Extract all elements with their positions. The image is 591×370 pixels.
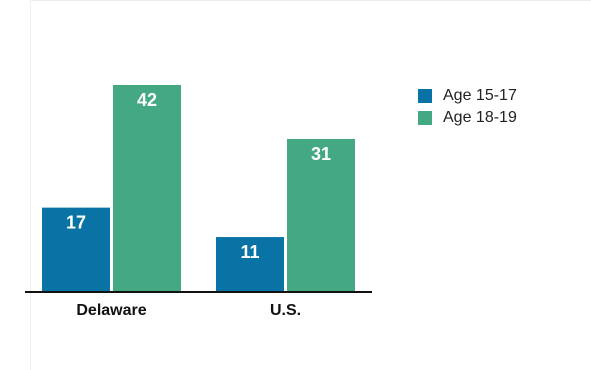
data-label-delaware-age-18-19: 42 <box>137 90 157 110</box>
labels-layer: 17 42 Delaware 11 31 U.S. <box>66 90 331 319</box>
data-label-u-s-age-18-19: 31 <box>311 144 331 164</box>
legend-label-age-15-17: Age 15-17 <box>443 87 517 104</box>
data-label-delaware-age-15-17: 17 <box>66 213 86 233</box>
legend: Age 15-17 Age 18-19 <box>418 86 517 130</box>
bars-layer <box>42 85 355 291</box>
data-label-u-s-age-15-17: 11 <box>240 242 259 262</box>
bar-delaware-age-18-19 <box>113 85 181 291</box>
bar-u-s-age-18-19 <box>287 138 355 291</box>
bar-delaware-age-15-17 <box>42 207 110 291</box>
legend-swatch-age-15-17 <box>418 89 432 103</box>
legend-swatch-age-18-19 <box>418 111 432 125</box>
panel-left-edge <box>30 0 31 370</box>
legend-item-age-18-19: Age 18-19 <box>418 108 517 128</box>
legend-label-age-18-19: Age 18-19 <box>443 109 517 126</box>
bar-u-s-age-15-17 <box>216 237 284 291</box>
category-label-delaware: Delaware <box>76 302 146 319</box>
legend-item-age-15-17: Age 15-17 <box>418 86 517 106</box>
category-label-u-s: U.S. <box>270 302 301 319</box>
panel-top-edge <box>30 0 591 1</box>
